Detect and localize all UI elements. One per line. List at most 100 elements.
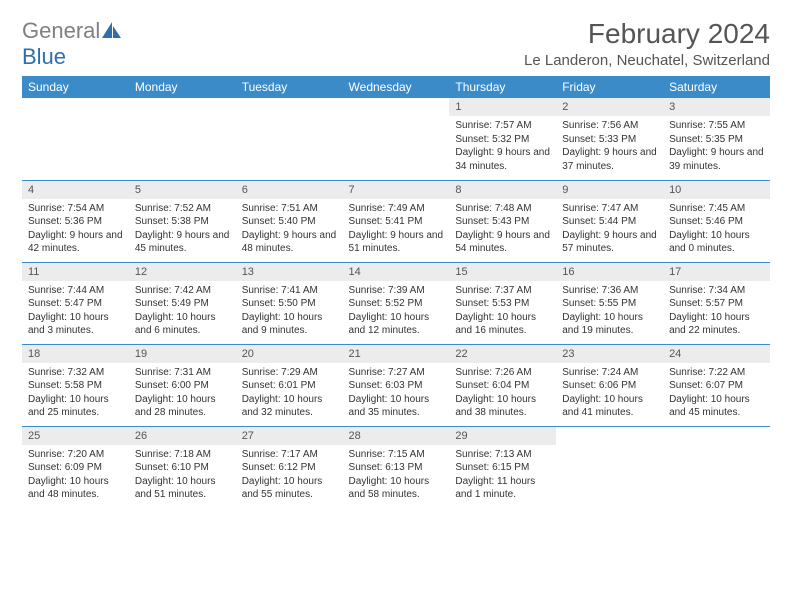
sunrise-text: Sunrise: 7:17 AM	[242, 448, 337, 462]
day-info: Sunrise: 7:41 AMSunset: 5:50 PMDaylight:…	[236, 281, 343, 342]
weekday-header: Wednesday	[343, 76, 450, 98]
daylight-text: Daylight: 10 hours and 25 minutes.	[28, 393, 123, 420]
day-info: Sunrise: 7:45 AMSunset: 5:46 PMDaylight:…	[663, 199, 770, 260]
weekday-header: Thursday	[449, 76, 556, 98]
day-number: 23	[556, 345, 663, 363]
calendar: Sunday Monday Tuesday Wednesday Thursday…	[22, 76, 770, 508]
sunrise-text: Sunrise: 7:49 AM	[349, 202, 444, 216]
daylight-text: Daylight: 9 hours and 37 minutes.	[562, 146, 657, 173]
daylight-text: Daylight: 10 hours and 0 minutes.	[669, 229, 764, 256]
daylight-text: Daylight: 10 hours and 12 minutes.	[349, 311, 444, 338]
day-info: Sunrise: 7:26 AMSunset: 6:04 PMDaylight:…	[449, 363, 556, 424]
calendar-day: 10Sunrise: 7:45 AMSunset: 5:46 PMDayligh…	[663, 180, 770, 262]
day-info: Sunrise: 7:17 AMSunset: 6:12 PMDaylight:…	[236, 445, 343, 506]
day-number: 29	[449, 427, 556, 445]
day-info: Sunrise: 7:49 AMSunset: 5:41 PMDaylight:…	[343, 199, 450, 260]
sunset-text: Sunset: 5:41 PM	[349, 215, 444, 229]
day-info: Sunrise: 7:47 AMSunset: 5:44 PMDaylight:…	[556, 199, 663, 260]
sunrise-text: Sunrise: 7:45 AM	[669, 202, 764, 216]
day-number: 20	[236, 345, 343, 363]
sunrise-text: Sunrise: 7:44 AM	[28, 284, 123, 298]
day-info: Sunrise: 7:52 AMSunset: 5:38 PMDaylight:…	[129, 199, 236, 260]
sunset-text: Sunset: 5:43 PM	[455, 215, 550, 229]
day-info: Sunrise: 7:36 AMSunset: 5:55 PMDaylight:…	[556, 281, 663, 342]
calendar-day: 11Sunrise: 7:44 AMSunset: 5:47 PMDayligh…	[22, 262, 129, 344]
sunset-text: Sunset: 5:57 PM	[669, 297, 764, 311]
sunrise-text: Sunrise: 7:13 AM	[455, 448, 550, 462]
day-number: 15	[449, 263, 556, 281]
daylight-text: Daylight: 9 hours and 45 minutes.	[135, 229, 230, 256]
day-info: Sunrise: 7:48 AMSunset: 5:43 PMDaylight:…	[449, 199, 556, 260]
sunrise-text: Sunrise: 7:41 AM	[242, 284, 337, 298]
daylight-text: Daylight: 10 hours and 28 minutes.	[135, 393, 230, 420]
daylight-text: Daylight: 10 hours and 32 minutes.	[242, 393, 337, 420]
calendar-day: 1Sunrise: 7:57 AMSunset: 5:32 PMDaylight…	[449, 98, 556, 180]
day-number: 2	[556, 98, 663, 116]
calendar-day: 7Sunrise: 7:49 AMSunset: 5:41 PMDaylight…	[343, 180, 450, 262]
day-info: Sunrise: 7:24 AMSunset: 6:06 PMDaylight:…	[556, 363, 663, 424]
calendar-day: 21Sunrise: 7:27 AMSunset: 6:03 PMDayligh…	[343, 344, 450, 426]
sunset-text: Sunset: 6:00 PM	[135, 379, 230, 393]
sunset-text: Sunset: 6:03 PM	[349, 379, 444, 393]
sunrise-text: Sunrise: 7:15 AM	[349, 448, 444, 462]
calendar-day	[129, 98, 236, 180]
sunrise-text: Sunrise: 7:48 AM	[455, 202, 550, 216]
calendar-day: 13Sunrise: 7:41 AMSunset: 5:50 PMDayligh…	[236, 262, 343, 344]
sunset-text: Sunset: 5:49 PM	[135, 297, 230, 311]
day-info: Sunrise: 7:13 AMSunset: 6:15 PMDaylight:…	[449, 445, 556, 506]
sunrise-text: Sunrise: 7:54 AM	[28, 202, 123, 216]
day-number: 9	[556, 181, 663, 199]
day-number: 27	[236, 427, 343, 445]
sunrise-text: Sunrise: 7:42 AM	[135, 284, 230, 298]
day-number: 17	[663, 263, 770, 281]
day-info: Sunrise: 7:31 AMSunset: 6:00 PMDaylight:…	[129, 363, 236, 424]
calendar-week: 4Sunrise: 7:54 AMSunset: 5:36 PMDaylight…	[22, 180, 770, 262]
calendar-day: 24Sunrise: 7:22 AMSunset: 6:07 PMDayligh…	[663, 344, 770, 426]
weekday-header: Monday	[129, 76, 236, 98]
sunrise-text: Sunrise: 7:20 AM	[28, 448, 123, 462]
header: General Blue February 2024 Le Landeron, …	[22, 18, 770, 70]
day-number: 21	[343, 345, 450, 363]
daylight-text: Daylight: 10 hours and 55 minutes.	[242, 475, 337, 502]
daylight-text: Daylight: 10 hours and 16 minutes.	[455, 311, 550, 338]
sunset-text: Sunset: 5:40 PM	[242, 215, 337, 229]
daylight-text: Daylight: 10 hours and 58 minutes.	[349, 475, 444, 502]
sunrise-text: Sunrise: 7:56 AM	[562, 119, 657, 133]
day-info: Sunrise: 7:56 AMSunset: 5:33 PMDaylight:…	[556, 116, 663, 177]
day-info: Sunrise: 7:51 AMSunset: 5:40 PMDaylight:…	[236, 199, 343, 260]
day-info: Sunrise: 7:42 AMSunset: 5:49 PMDaylight:…	[129, 281, 236, 342]
daylight-text: Daylight: 9 hours and 42 minutes.	[28, 229, 123, 256]
logo-text-blue: Blue	[22, 44, 66, 69]
sunset-text: Sunset: 6:13 PM	[349, 461, 444, 475]
sunset-text: Sunset: 5:36 PM	[28, 215, 123, 229]
sunrise-text: Sunrise: 7:29 AM	[242, 366, 337, 380]
day-number	[22, 98, 129, 104]
daylight-text: Daylight: 9 hours and 48 minutes.	[242, 229, 337, 256]
sunset-text: Sunset: 5:38 PM	[135, 215, 230, 229]
sunrise-text: Sunrise: 7:51 AM	[242, 202, 337, 216]
daylight-text: Daylight: 10 hours and 3 minutes.	[28, 311, 123, 338]
calendar-day: 18Sunrise: 7:32 AMSunset: 5:58 PMDayligh…	[22, 344, 129, 426]
sunrise-text: Sunrise: 7:27 AM	[349, 366, 444, 380]
sunset-text: Sunset: 5:53 PM	[455, 297, 550, 311]
sunset-text: Sunset: 6:09 PM	[28, 461, 123, 475]
calendar-day	[22, 98, 129, 180]
calendar-day	[343, 98, 450, 180]
day-info: Sunrise: 7:39 AMSunset: 5:52 PMDaylight:…	[343, 281, 450, 342]
calendar-day: 2Sunrise: 7:56 AMSunset: 5:33 PMDaylight…	[556, 98, 663, 180]
calendar-day: 29Sunrise: 7:13 AMSunset: 6:15 PMDayligh…	[449, 426, 556, 508]
sunrise-text: Sunrise: 7:31 AM	[135, 366, 230, 380]
calendar-day: 16Sunrise: 7:36 AMSunset: 5:55 PMDayligh…	[556, 262, 663, 344]
daylight-text: Daylight: 10 hours and 48 minutes.	[28, 475, 123, 502]
daylight-text: Daylight: 10 hours and 19 minutes.	[562, 311, 657, 338]
day-number	[129, 98, 236, 104]
sunrise-text: Sunrise: 7:55 AM	[669, 119, 764, 133]
calendar-day	[663, 426, 770, 508]
weekday-header-row: Sunday Monday Tuesday Wednesday Thursday…	[22, 76, 770, 98]
calendar-day: 22Sunrise: 7:26 AMSunset: 6:04 PMDayligh…	[449, 344, 556, 426]
day-info: Sunrise: 7:54 AMSunset: 5:36 PMDaylight:…	[22, 199, 129, 260]
sunset-text: Sunset: 5:58 PM	[28, 379, 123, 393]
weekday-header: Sunday	[22, 76, 129, 98]
calendar-day: 6Sunrise: 7:51 AMSunset: 5:40 PMDaylight…	[236, 180, 343, 262]
daylight-text: Daylight: 10 hours and 41 minutes.	[562, 393, 657, 420]
